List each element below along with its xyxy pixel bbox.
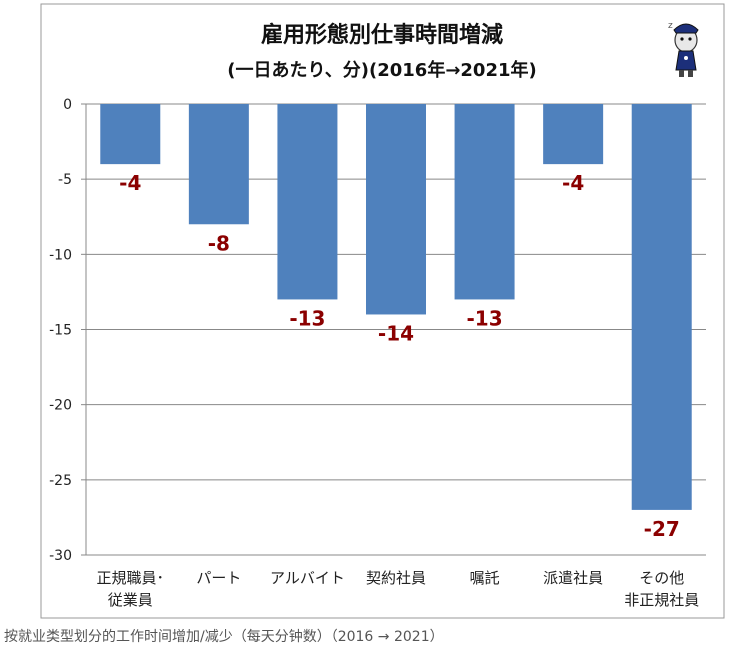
- data-label: -4: [119, 171, 141, 195]
- data-labels: -4 -8 -13 -14 -13 -4 -27: [119, 171, 680, 541]
- x-tick-label: 派遣社員: [543, 569, 603, 587]
- bar: [454, 104, 515, 300]
- figure-caption: 按就业类型划分的工作时间增加/减少（每天分钟数）（2016 → 2021）: [4, 629, 444, 645]
- bar: [631, 104, 692, 510]
- bar: [188, 104, 249, 225]
- x-tick-label: アルバイト: [270, 569, 345, 587]
- y-tick-label: -5: [58, 172, 72, 188]
- chart-subtitle: (一日あたり、分)(2016年→2021年): [227, 59, 536, 81]
- data-label: -13: [289, 306, 325, 330]
- x-tick-label: 非正規社員: [624, 591, 699, 609]
- bar: [100, 104, 161, 165]
- y-tick-label: 0: [63, 97, 72, 113]
- y-tick-label: -25: [49, 473, 72, 489]
- y-tick-label: -10: [49, 247, 72, 263]
- mascot-image: z: [668, 21, 699, 77]
- bar: [366, 104, 426, 315]
- y-tick-label: -20: [49, 398, 72, 414]
- chart-title: 雇用形態別仕事時間増減: [261, 22, 503, 48]
- data-label: -14: [378, 321, 414, 345]
- data-label: -8: [208, 231, 230, 255]
- bar: [277, 104, 338, 300]
- data-label: -4: [562, 171, 584, 195]
- x-tick-label: 正規職員･: [97, 569, 165, 587]
- x-tick-label: 契約社員: [366, 569, 426, 587]
- bars: [100, 104, 692, 510]
- x-tick-label: 嘱託: [470, 569, 500, 587]
- x-tick-label: 従業員: [108, 591, 153, 609]
- data-label: -13: [467, 306, 503, 330]
- x-tick-label: パート: [196, 569, 241, 587]
- y-axis-ticks: 0 -5 -10 -15 -20 -25 -30: [49, 97, 87, 564]
- y-tick-label: -15: [49, 323, 72, 339]
- data-label: -27: [644, 517, 680, 541]
- bar: [543, 104, 604, 165]
- svg-text:z: z: [668, 21, 673, 31]
- x-tick-label: その他: [639, 569, 684, 587]
- y-tick-label: -30: [49, 548, 72, 564]
